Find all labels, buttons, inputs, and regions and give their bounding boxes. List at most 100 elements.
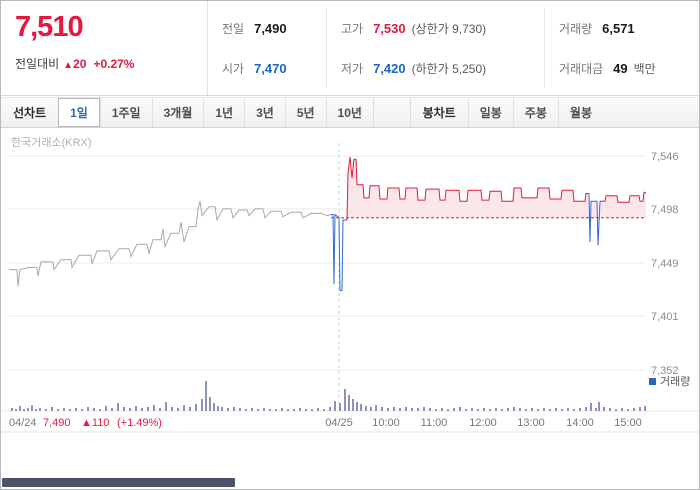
tab-3y[interactable]: 3년 (244, 98, 285, 127)
volume-bar (19, 406, 21, 411)
volume-bar (429, 408, 431, 411)
volume-bar (417, 408, 419, 411)
volume-bar (305, 409, 307, 411)
price-chart-svg: 7,546 7,498 7,449 7,401 7,352 04/24 7,490 ▲110 (… (1, 136, 699, 433)
tab-weekly[interactable]: 주봉 (512, 98, 558, 127)
volume-bar (141, 408, 143, 411)
tab-daily[interactable]: 일봉 (467, 98, 513, 127)
volume-bar (63, 408, 65, 411)
volume-bar (323, 409, 325, 411)
volume-bar (459, 407, 461, 411)
stat-extra: (하한가 5,250) (411, 61, 487, 76)
volume-bar (525, 409, 527, 411)
stat-label: 시가 (222, 61, 245, 76)
stat-extra: 백만 (633, 61, 656, 76)
volume-bar (344, 389, 346, 411)
stat-value: 49 (613, 60, 628, 76)
stat-label: 전일 (222, 21, 245, 36)
volume-bar (135, 406, 137, 411)
above-baseline-fill (347, 157, 646, 218)
stat-value: 7,420 (373, 60, 406, 76)
volume-bar (489, 409, 491, 411)
x-axis-label: 04/24 (9, 417, 37, 429)
volume-bar (39, 408, 41, 411)
volume-bar (381, 407, 383, 411)
volume-bar (360, 404, 362, 411)
tab-1d[interactable]: 1일 (58, 98, 100, 127)
volume-bar (269, 409, 271, 411)
volume-bar (399, 408, 401, 411)
volume-bar (171, 407, 173, 411)
tab-1w[interactable]: 1주일 (99, 98, 152, 127)
volume-bar (627, 409, 629, 411)
x-axis-label: 11:00 (421, 417, 448, 429)
stat-prev-close: 전일 7,490 (208, 8, 326, 48)
volume-bar (227, 408, 229, 411)
x-axis-label: 14:00 (566, 417, 594, 429)
x-axis-label: 13:00 (517, 417, 545, 429)
volume-bar (51, 407, 53, 411)
stat-label: 저가 (341, 61, 364, 76)
volume-bar (495, 408, 497, 411)
volume-bar (352, 399, 354, 411)
volume-bar (153, 405, 155, 411)
volume-bar (317, 408, 319, 411)
tab-3m[interactable]: 3개월 (151, 98, 204, 127)
volume-bar (159, 408, 161, 411)
volume-bar (69, 409, 71, 411)
volume-bar (453, 408, 455, 411)
chart-scrollbar (1, 478, 699, 487)
price-line-day2-open-dip (331, 213, 347, 292)
volume-bar (35, 409, 37, 411)
volume-bar (435, 409, 437, 411)
scrollbar-handle[interactable] (2, 478, 235, 487)
tab-5y[interactable]: 5년 (284, 98, 326, 127)
stat-label: 고가 (341, 21, 364, 36)
volume-bar (329, 407, 331, 411)
volume-bar (507, 408, 509, 411)
volume-bar (365, 406, 367, 411)
chart-area: 7,546 7,498 7,449 7,401 7,352 04/24 7,490 ▲110 (… (1, 129, 699, 433)
volume-bar (11, 408, 13, 411)
volume-bar (311, 409, 313, 411)
volume-bar (633, 408, 635, 411)
volume-bar (93, 408, 95, 411)
tab-1y[interactable]: 1년 (203, 98, 244, 127)
volume-bar (644, 406, 646, 411)
volume-bar (165, 402, 167, 411)
stat-label: 거래량 (559, 21, 593, 36)
volume-legend-swatch (649, 378, 656, 385)
volume-bar (87, 407, 89, 411)
volume-bar (561, 409, 563, 411)
tab-10y[interactable]: 10년 (325, 98, 373, 127)
price-line-day1-line (9, 201, 332, 287)
volume-bar (483, 408, 485, 411)
exchange-watermark: 한국거래소(KRX) (11, 136, 92, 149)
volume-bar (348, 395, 350, 411)
volume-bar (573, 409, 575, 411)
stat-volume: 거래량 6,571 (544, 8, 699, 48)
tab-monthly[interactable]: 월봉 (557, 98, 603, 127)
volume-bar (183, 405, 185, 411)
volume-bar (405, 407, 407, 411)
stat-high: 고가 7,530 (상한가 9,730) (326, 8, 544, 48)
volume-bar (15, 409, 17, 411)
volume-bar (555, 408, 557, 411)
volume-bar (257, 409, 259, 411)
volume-bar (293, 409, 295, 411)
volume-bar (543, 408, 545, 411)
volume-bar (621, 408, 623, 411)
price-line-closing-line (600, 191, 646, 203)
y-axis-tick-label: 7,449 (651, 258, 679, 270)
current-price: 7,510 (15, 11, 84, 43)
volume-bar (23, 409, 25, 411)
candle-chart-tab-group: 봉차트 일봉 주봉 월봉 (409, 98, 603, 127)
x-axis-label: (+1.49%) (117, 417, 162, 429)
volume-bar (213, 403, 215, 411)
y-axis-tick-label: 7,401 (651, 311, 679, 323)
volume-bar (519, 408, 521, 411)
volume-bar (334, 401, 336, 411)
volume-bar (501, 409, 503, 411)
volume-bar (217, 406, 219, 411)
volume-bar (299, 408, 301, 411)
